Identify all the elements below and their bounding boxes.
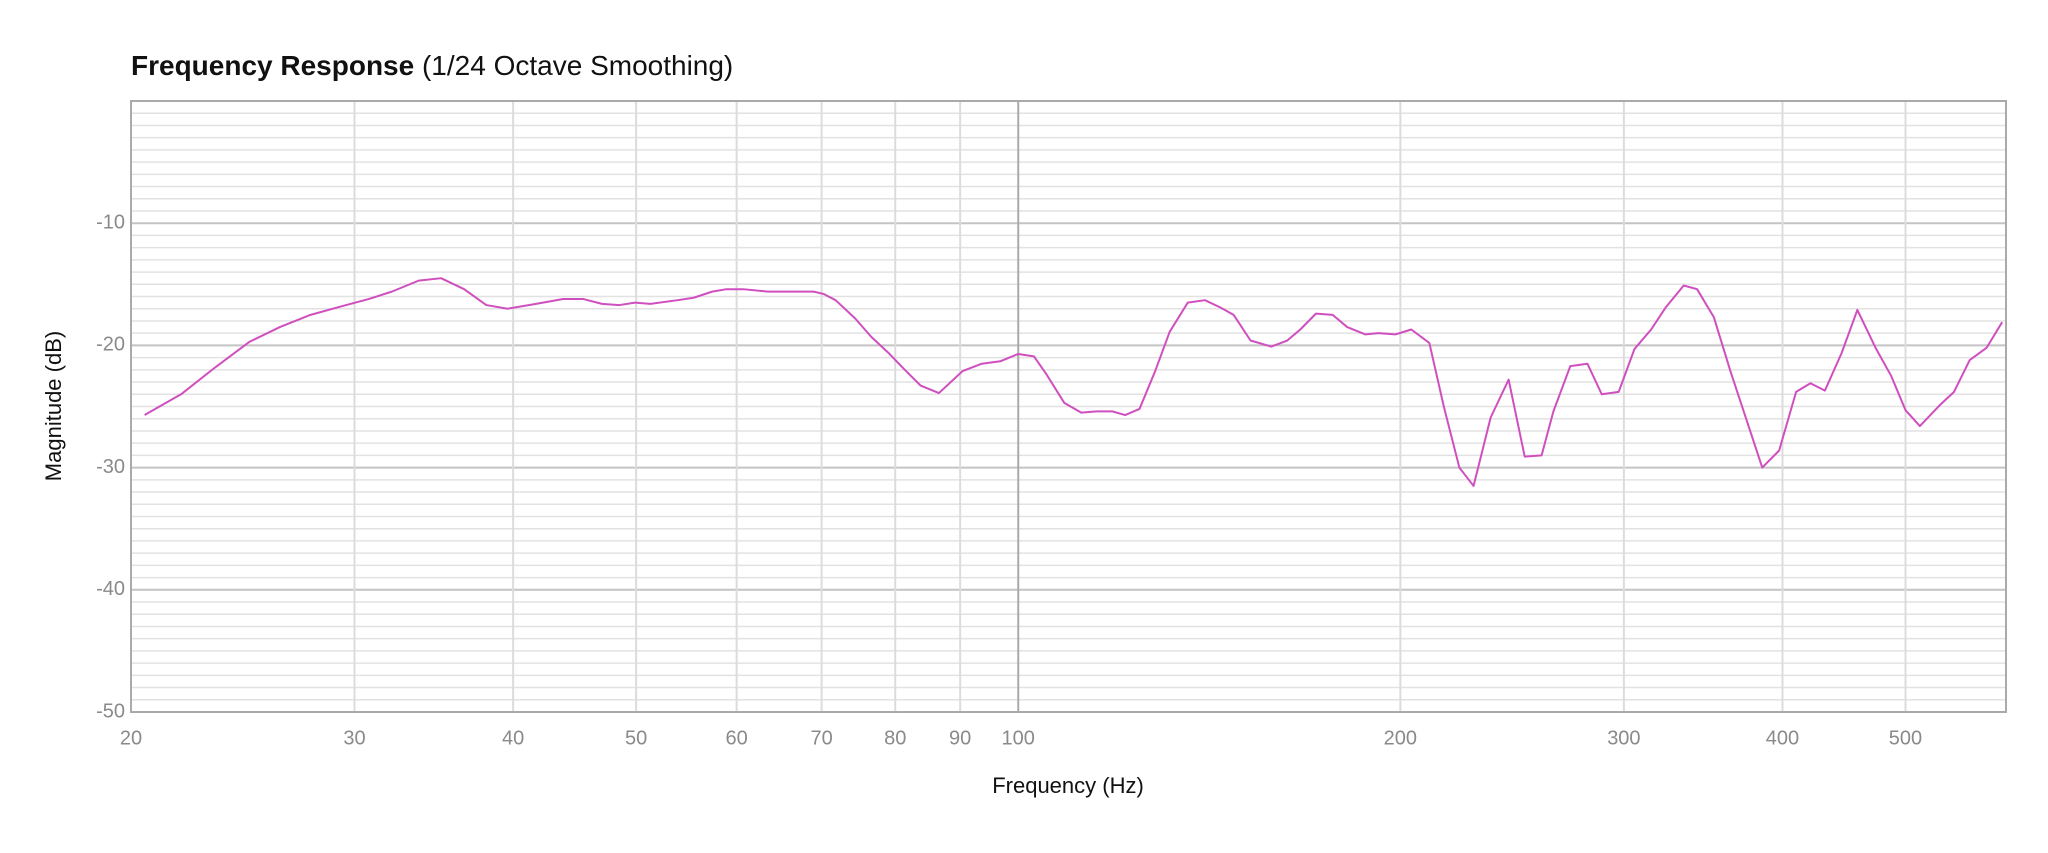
- x-tick-label: 80: [884, 727, 906, 749]
- x-tick-label: 70: [810, 727, 832, 749]
- x-tick-label: 50: [625, 727, 647, 749]
- y-tick-label: -50: [96, 700, 125, 722]
- x-tick-label: 90: [949, 727, 971, 749]
- x-tick-label: 400: [1766, 727, 1799, 749]
- y-tick-label: -20: [96, 334, 125, 356]
- x-tick-label: 100: [1002, 727, 1035, 749]
- series-line: [144, 277, 2003, 487]
- x-tick-label: 60: [726, 727, 748, 749]
- chart-title-group: Frequency Response (1/24 Octave Smoothin…: [131, 50, 733, 81]
- y-tick-label: -40: [96, 578, 125, 600]
- chart-title: Frequency Response: [131, 50, 414, 81]
- y-tick-label: -30: [96, 456, 125, 478]
- chart-subtitle: (1/24 Octave Smoothing): [422, 50, 733, 81]
- y-axis-label: Magnitude (dB): [41, 331, 66, 481]
- x-axis-label: Frequency (Hz): [992, 773, 1144, 798]
- plot-border: [130, 100, 2007, 713]
- x-tick-label: 300: [1607, 727, 1640, 749]
- x-tick-label: 500: [1889, 727, 1922, 749]
- grid: [130, 101, 2006, 713]
- y-tick-label: -10: [96, 211, 125, 233]
- x-tick-label: 20: [120, 727, 142, 749]
- x-tick-label: 200: [1384, 727, 1417, 749]
- x-tick-label: 30: [343, 727, 365, 749]
- x-tick-label: 40: [502, 727, 524, 749]
